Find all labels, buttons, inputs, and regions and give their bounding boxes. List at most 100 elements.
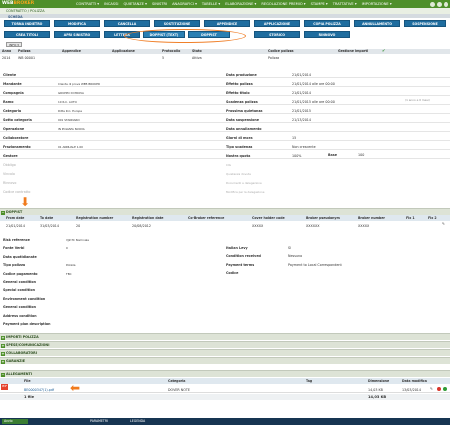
col-polizza: Polizza <box>18 49 31 53</box>
page-subtitle: SCHEDA <box>8 14 23 19</box>
att-col-categoria: Categoria <box>168 379 186 383</box>
menu-incassi[interactable]: INCASSI <box>104 2 119 6</box>
back-button[interactable]: TORNA INDIETRO <box>4 20 50 27</box>
history-button[interactable]: STORICO <box>254 31 300 38</box>
section-spese[interactable]: + SPESE/COMUNICAZIONI <box>0 341 450 348</box>
menu-anagrafici[interactable]: ANAGRAFICI ▾ <box>172 2 197 6</box>
menu-trattative[interactable]: TRATTATIVE ▾ <box>332 2 357 6</box>
arrow-left-icon: ⬅ <box>70 381 81 395</box>
doppist-field-label: Payment terms <box>226 262 255 267</box>
att-col-dimensione: Dimensione <box>368 379 390 383</box>
attachment-row[interactable] <box>0 386 450 393</box>
logout-icon[interactable] <box>444 1 448 7</box>
appendix-button[interactable]: APPENDICE <box>204 20 250 27</box>
doppist-field-label: Tipo polizza <box>3 263 26 268</box>
doppist-field-label: Codice <box>226 271 239 276</box>
menu-elaborazione[interactable]: ELABORAZIONE ▾ <box>225 2 257 6</box>
doppist-col-header: Registration date <box>132 216 164 220</box>
field-label: Ramo <box>3 100 14 104</box>
menu-sinistri[interactable]: SINISTRI <box>151 2 168 6</box>
field-label-disabled: CIG <box>226 163 231 167</box>
menu-contratti[interactable]: CONTRATTI ▾ <box>76 2 100 6</box>
section-garanzie[interactable]: + GARANZIE <box>0 357 450 364</box>
doppist-field-label: General condition <box>3 305 37 310</box>
user-icon[interactable] <box>430 1 435 7</box>
expand-icon[interactable]: + <box>1 335 5 340</box>
menu-stampe[interactable]: STAMPE ▾ <box>310 2 328 6</box>
expand-icon[interactable]: + <box>1 343 5 348</box>
delete-button[interactable]: CANCELLA <box>104 20 150 27</box>
col-codice-polizza: Codice polizza <box>268 49 294 53</box>
field-label: Cliente <box>3 73 17 77</box>
doppist-col-header: Flx 1 <box>406 216 415 220</box>
field-value: 01 ANNUALE 1.00 <box>58 145 83 149</box>
field-value: 21/01/2014 <box>292 73 312 77</box>
edit-row-icon[interactable]: ✎ <box>442 222 445 226</box>
cancel-policy-button[interactable]: ANNULLAMENTO <box>354 20 400 27</box>
copy-policy-button[interactable]: COPIA POLIZZA <box>304 20 350 27</box>
renew-button[interactable]: RINNOVO <box>304 31 350 38</box>
menu-importazione[interactable]: IMPORTAZIONE ▾ <box>361 2 392 6</box>
field-label: Data annullamento <box>226 127 262 131</box>
expand-icon[interactable]: + <box>1 359 5 364</box>
base-label: Base <box>328 153 337 157</box>
attachments-footer <box>0 394 450 400</box>
doppist-col-header: Broker pseudonym <box>306 216 340 220</box>
app-logo[interactable]: WEBBROKER <box>2 1 35 6</box>
doppist-field-label: Address condition <box>3 313 37 318</box>
field-label: Gestore <box>3 154 18 158</box>
download-icon[interactable] <box>443 387 447 391</box>
field-row <box>0 107 450 114</box>
attachments-total-size: 14,03 KB <box>368 395 387 399</box>
doppist-field-value: VJZ-TC Nominale <box>66 238 90 242</box>
info-dropdown[interactable]: INFO ▾ <box>6 42 22 47</box>
top-menu-bar <box>0 0 450 8</box>
field-label: Sotto categoria <box>3 118 32 122</box>
att-col-data: Data modifica <box>402 379 427 383</box>
section-doppist[interactable]: − DOPPIST <box>0 208 450 215</box>
att-col-tag: Tag <box>306 379 313 383</box>
field-value: 15 <box>292 136 297 140</box>
menu-quietanze[interactable]: QUIETANZE ▾ <box>123 2 147 6</box>
menu-regolazione[interactable]: REGOLAZIONE PREMIO ▾ <box>261 2 306 6</box>
os-taskbar <box>0 418 450 425</box>
attachment-filename[interactable]: BE0000347(1).pdf <box>24 388 55 392</box>
field-value: 001 STANDARD <box>58 118 80 122</box>
start-button[interactable]: Avvio <box>2 419 28 424</box>
collapse-icon[interactable]: − <box>1 210 5 215</box>
open-claim-button[interactable]: APRI SINISTRO <box>54 31 100 38</box>
section-allegamenti[interactable]: − ALLEGAMENTI <box>0 370 450 377</box>
doppist-cell: 20 <box>76 224 81 228</box>
settings-icon[interactable] <box>437 1 442 7</box>
field-value: Ditta R.C. Europa <box>58 109 83 113</box>
create-titles-button[interactable]: CREA TITOLI <box>4 31 50 38</box>
expand-icon[interactable]: + <box>1 351 5 356</box>
suspend-button[interactable]: SOSPENSIONE <box>404 20 446 27</box>
edit-button[interactable]: MODIFICA <box>54 20 100 27</box>
main-menu: CONTRATTI ▾ INCASSI QUIETANZE ▾ SINISTRI… <box>76 0 392 8</box>
edit-icon[interactable]: ✎ <box>430 387 433 391</box>
field-value: Cliente di prova WEB BROKER <box>58 82 100 86</box>
section-collaboratori[interactable]: + COLLABORATORI <box>0 349 450 356</box>
highlight-oval <box>124 29 246 43</box>
base-value: 100 <box>358 153 365 157</box>
field-label: Categoria <box>3 109 22 113</box>
renewal-duration: (1 anno e 0 mesi) <box>405 98 430 102</box>
field-value: 21/01/2014 <box>292 91 312 95</box>
replace-button[interactable]: SOSTITUZIONE <box>154 20 200 27</box>
taskbar-item-legenda[interactable]: LEGENDA <box>130 419 146 423</box>
field-label: Data produzione <box>226 73 257 77</box>
subtitle-bar <box>0 14 450 18</box>
doppist-col-header: Co-Broker reference <box>188 216 225 220</box>
doppist-field-value: Polizza <box>66 263 76 268</box>
menu-tabelle[interactable]: TABELLE ▾ <box>201 2 221 6</box>
att-col-file: File <box>24 379 31 383</box>
field-label: Operazione <box>3 127 25 131</box>
application-button[interactable]: APPLICAZIONE <box>254 20 300 27</box>
collapse-icon[interactable]: − <box>1 372 5 377</box>
col-anno: Anno <box>2 49 12 53</box>
doppist-field-label: Codice pagamento <box>3 271 38 276</box>
section-importi-polizza[interactable]: + IMPORTI POLIZZA <box>0 333 450 340</box>
taskbar-item-parametri[interactable]: PARAMETRI <box>90 419 109 423</box>
delete-icon[interactable] <box>437 387 441 391</box>
